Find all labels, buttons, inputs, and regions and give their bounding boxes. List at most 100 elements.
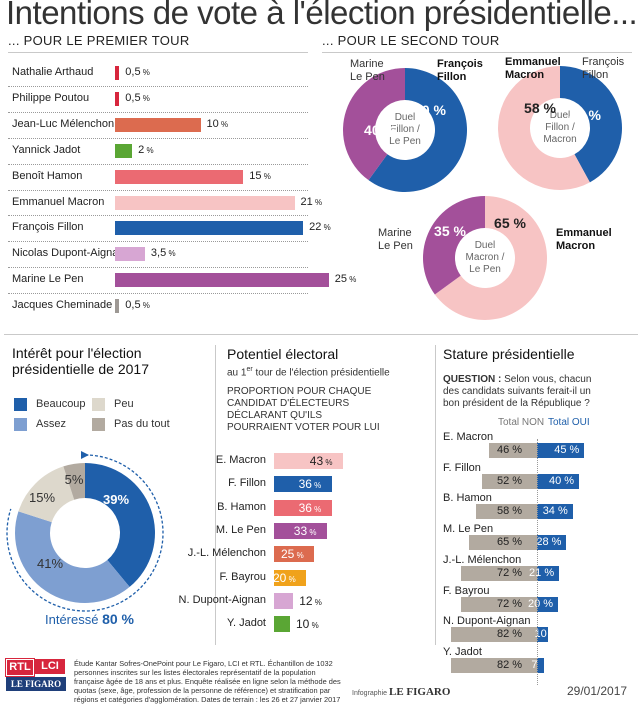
first-round-pct-unit: % [261,171,271,181]
stature-oui-bar [537,657,545,673]
stature-candidate-name: F. Fillon [443,461,481,474]
stature-non-pct: 46 % [497,444,523,456]
interest-legend-swatch [92,398,105,411]
potential-bar [274,546,314,563]
lci-logo: LCI [35,659,65,674]
stature-oui-label: Total OUI [548,417,590,428]
interest-title-line2: présidentielle de 2017 [12,361,149,377]
interest-slice [63,463,85,500]
first-round-separator [8,293,308,295]
potential-bar [274,522,327,539]
first-round-pct: 3,5 % [151,247,176,259]
stature-oui-pct: 7 [531,658,538,671]
stature-oui-pct: 40 % [549,474,575,487]
stature-candidate-name: J.-L. Mélenchon [443,553,522,566]
duel-center-label: Duel [475,240,496,251]
column-divider-2 [435,345,436,645]
potential-pct: 43 % [310,453,333,471]
interest-slice [85,463,155,587]
duel-name-line: Emmanuel [556,227,612,239]
duel-left-name: Marine Le Pen [378,227,413,253]
potential-pct-unit: % [312,597,322,607]
stature-non-pct: 65 % [497,536,523,549]
duel-name-line: François [437,58,483,70]
duel-center-label: Duel [550,110,571,121]
first-round-rule [8,52,308,53]
stature-non-label: Total NON [498,417,545,428]
stature-non-pct: 72 % [497,597,523,610]
media-logos: RTL LCI LE FIGARO [6,659,68,693]
first-round-pct-unit: % [218,119,229,129]
stature-axis [537,439,538,685]
potential-candidate-name: J.-L. Mélenchon [187,547,266,560]
first-round-candidate-name: Nathalie Arthaud [12,66,94,78]
stature-oui-bar [537,627,548,643]
first-round-candidate-name: Jean-Luc Mélenchon [12,117,115,130]
interest-chart: Beaucoup Peu Assez Pas du tout 39% 41% 15% 5% In… [0,0,215,709]
duel-left-pct: 35 % [434,223,466,239]
interest-title: Intérêt pour l'élection présidentielle d… [12,345,149,377]
duel-center-label: Macron / [466,252,505,263]
potential-pct: 25 % [281,546,304,564]
stature-candidate-name: M. Le Pen [443,523,494,536]
credit-brand: LE FIGARO [388,686,451,698]
column-divider-1 [215,345,216,645]
first-round-candidate-name: François Fillon [12,221,84,234]
stature-oui-pct: 28 % [536,536,562,549]
stature-oui-pct: 34 % [542,505,568,518]
potential-pct-unit: % [323,458,333,467]
interest-legend-swatch [92,418,105,431]
stature-question-text: Selon vous, chacun des candidats suivant… [443,374,592,409]
potential-pct: 20 % [273,570,296,588]
potential-pct-value: 12 [299,593,313,608]
stature-non-bar [468,535,537,551]
potential-bar [274,569,306,586]
duel2-slice [560,66,622,183]
duel-left-name: Marine Le Pen [350,58,385,84]
potential-pct: 36 % [299,476,322,494]
publication-date: 29/01/2017 [567,684,628,698]
interest-interested: Intéressé 80 % [45,611,134,627]
stature-oui-bar [537,504,573,520]
duel-right-name: Emmanuel Macron [556,227,612,253]
potential-pct-value: 25 [281,547,295,562]
duel3-slice [434,196,547,320]
first-round-separator [8,85,308,87]
stature-oui-bar [537,443,585,458]
first-round-pct-unit: % [140,68,150,77]
first-round-bar [115,66,120,80]
duel-name-line: Macron [556,240,596,252]
first-round-bar [115,117,201,132]
duel-center-label: Macron [543,134,576,145]
credit-prefix: Infographie [352,690,388,697]
interest-interested-label: Intéressé [45,612,103,627]
potential-pct: 36 % [299,500,322,518]
first-round-pct: 0,5 % [125,299,150,311]
stature-question: QUESTION : Selon vous, chacun des candid… [443,374,603,410]
stature-non-bar [450,627,537,643]
potential-subtitle: au 1er tour de l'élection présidentielle [227,364,390,379]
stature-non-pct: 82 % [497,658,523,671]
potential-title: Potentiel électoral [227,346,339,362]
first-round-pct-value: 0,5 [125,299,141,312]
duel-center-label: Fillon / [545,122,575,133]
duel-right-pct: 65 % [494,215,526,231]
section-divider [4,334,638,335]
stature-oui-bar [537,565,560,581]
potential-pct-value: 43 [309,454,324,468]
first-round-pct-unit: % [140,93,150,103]
first-round-separator [8,267,308,269]
stature-non-pct: 82 % [497,628,523,641]
potential-pct-unit: % [307,527,317,537]
stature-title: Stature présidentielle [443,346,575,362]
first-round-bar [115,221,304,236]
interest-arc-arrow [81,451,89,459]
potential-bar [274,499,332,516]
duel-right-pct: 42 % [569,107,601,123]
first-round-separator [8,215,308,217]
first-round-pct: 15 % [249,170,271,182]
potential-bar [274,453,343,469]
figaro-logo: LE FIGARO [6,677,66,691]
potential-candidate-name: F. Fillon [228,477,266,490]
